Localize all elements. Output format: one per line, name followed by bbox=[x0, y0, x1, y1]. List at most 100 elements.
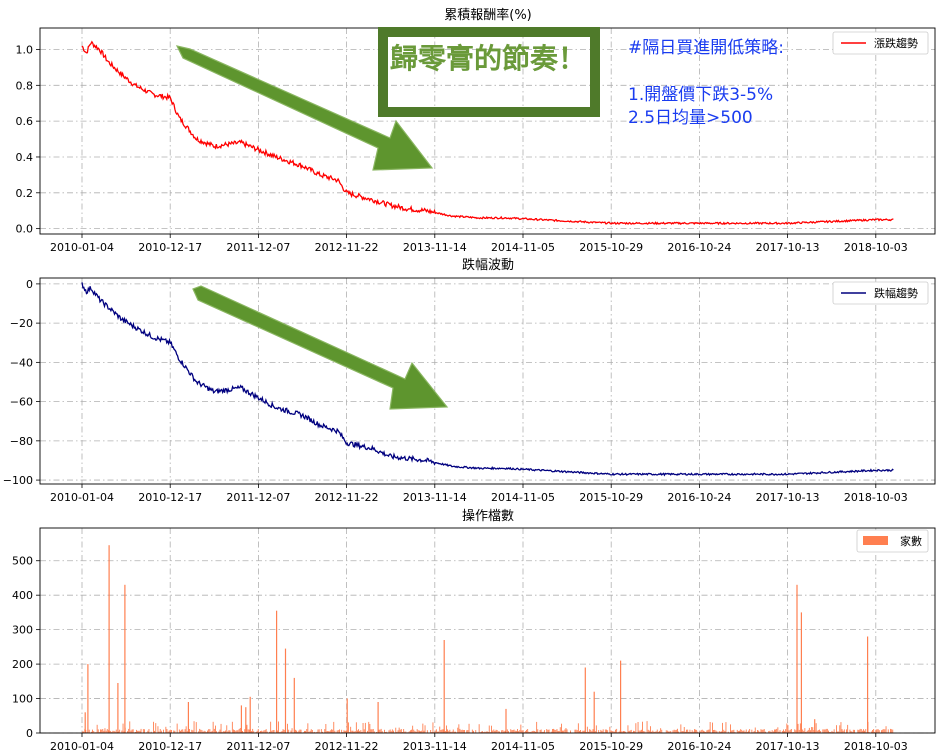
count-bar bbox=[697, 731, 699, 733]
count-bar bbox=[739, 730, 740, 733]
count-bar bbox=[441, 729, 443, 733]
count-bar bbox=[758, 730, 760, 733]
count-bar bbox=[263, 730, 265, 733]
count-bar bbox=[264, 730, 266, 733]
count-bar bbox=[459, 728, 461, 733]
count-bar bbox=[709, 722, 711, 733]
count-bar bbox=[122, 723, 124, 733]
count-bar bbox=[361, 731, 363, 733]
count-bar bbox=[743, 730, 745, 733]
count-bar bbox=[118, 731, 119, 733]
count-bar bbox=[417, 730, 419, 733]
count-bar bbox=[811, 727, 813, 733]
count-bar bbox=[368, 721, 370, 733]
chart2-yticks: 0 −20 −40 −60 −80 −100 bbox=[3, 278, 40, 487]
count-bar bbox=[592, 729, 594, 733]
count-bar bbox=[623, 731, 624, 733]
count-bar bbox=[713, 730, 714, 733]
count-bar bbox=[97, 729, 99, 733]
count-bar bbox=[563, 730, 565, 733]
count-bar bbox=[271, 730, 273, 733]
count-bar bbox=[590, 729, 592, 733]
count-bar bbox=[570, 730, 571, 733]
count-bar bbox=[158, 731, 160, 733]
count-bar bbox=[548, 729, 550, 733]
count-bar bbox=[299, 729, 301, 733]
count-bar bbox=[127, 731, 128, 733]
count-bar bbox=[885, 726, 887, 733]
count-bar bbox=[502, 730, 504, 733]
xtick-label: 2017-10-13 bbox=[756, 491, 820, 504]
xtick-label: 2011-12-07 bbox=[226, 491, 290, 504]
count-bar bbox=[830, 732, 832, 733]
count-bar bbox=[438, 731, 439, 733]
count-bar bbox=[541, 731, 543, 733]
count-spike-bar bbox=[293, 677, 295, 733]
count-bar bbox=[857, 729, 859, 733]
ytick-label: 0 bbox=[26, 278, 33, 291]
count-bar bbox=[536, 721, 538, 733]
count-bar bbox=[348, 722, 349, 733]
count-bar bbox=[278, 721, 279, 733]
count-bar bbox=[272, 730, 274, 733]
ytick-label: 0.4 bbox=[16, 151, 34, 164]
count-bar bbox=[362, 723, 364, 733]
count-bar bbox=[807, 729, 809, 733]
count-bar bbox=[512, 730, 514, 733]
chart1-yticks: 0.0 0.2 0.4 0.6 0.8 1.0 bbox=[16, 43, 40, 236]
count-bar bbox=[419, 730, 420, 733]
count-bar bbox=[219, 729, 221, 733]
cumulative-return-chart: 累積報酬率(%) 0.00.20.40.60.81.0 2010-01-04 20… bbox=[16, 7, 936, 254]
count-bar bbox=[890, 728, 891, 733]
count-bar bbox=[795, 730, 797, 733]
chart3-legend-swatch bbox=[863, 536, 888, 545]
ytick-label: 1.0 bbox=[16, 43, 34, 56]
count-bar bbox=[727, 731, 729, 733]
count-bar bbox=[209, 729, 211, 733]
count-bar bbox=[483, 732, 485, 733]
count-bars bbox=[82, 545, 894, 733]
count-bar bbox=[216, 731, 217, 733]
ytick-label: −20 bbox=[10, 317, 33, 330]
count-spike-bar bbox=[187, 702, 189, 733]
count-bar bbox=[868, 732, 870, 733]
count-bar bbox=[684, 731, 686, 733]
count-bar bbox=[721, 731, 722, 733]
ytick-label: 200 bbox=[12, 658, 33, 671]
count-bar bbox=[799, 723, 801, 733]
count-bar bbox=[160, 730, 162, 733]
count-bar bbox=[595, 725, 597, 733]
annotation-box-text: 歸零膏的節奏！ bbox=[390, 42, 586, 75]
count-bar bbox=[237, 730, 239, 733]
count-bar bbox=[395, 727, 397, 733]
count-bar bbox=[92, 729, 93, 733]
count-bar bbox=[810, 730, 811, 733]
count-bar bbox=[391, 729, 393, 733]
count-bar bbox=[485, 731, 487, 733]
count-bar bbox=[770, 732, 772, 733]
count-bar bbox=[504, 730, 506, 733]
count-bar bbox=[881, 730, 882, 733]
count-spike-bar bbox=[284, 648, 287, 733]
count-bar bbox=[257, 729, 259, 733]
count-bar bbox=[873, 729, 875, 733]
count-bar bbox=[393, 730, 394, 733]
count-bar bbox=[193, 721, 195, 733]
chart3-yticks: 0 100 200 300 400 500 bbox=[12, 555, 40, 740]
count-bar bbox=[481, 731, 482, 733]
chart2-legend-box bbox=[832, 281, 929, 305]
count-bar bbox=[174, 730, 176, 733]
count-bar bbox=[281, 731, 283, 733]
xtick-label: 2013-11-14 bbox=[403, 241, 467, 254]
count-bar bbox=[861, 730, 863, 733]
count-bar bbox=[734, 732, 736, 733]
count-bar bbox=[496, 730, 498, 733]
count-bar bbox=[304, 730, 305, 733]
count-bar bbox=[367, 730, 368, 733]
count-bar bbox=[354, 731, 356, 733]
count-bar bbox=[83, 731, 84, 733]
count-bar bbox=[639, 730, 641, 733]
count-bar bbox=[103, 730, 105, 733]
count-bar bbox=[349, 732, 350, 733]
count-bar bbox=[594, 731, 596, 733]
